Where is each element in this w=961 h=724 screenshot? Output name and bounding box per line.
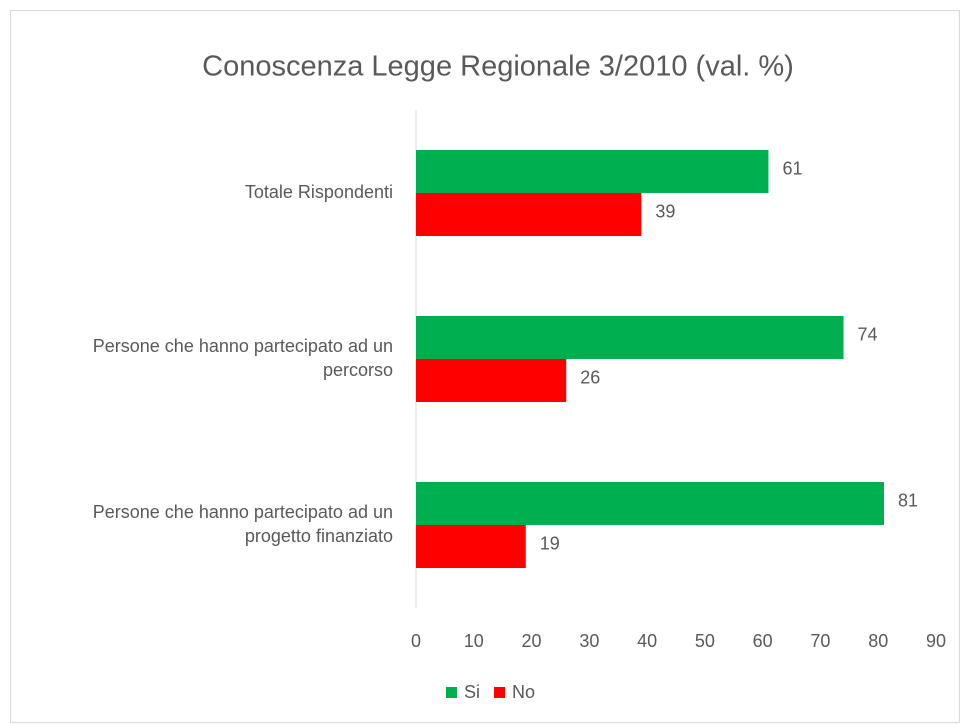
x-tick-label: 70 bbox=[810, 631, 830, 651]
data-label: 74 bbox=[858, 324, 878, 344]
x-tick-label: 60 bbox=[753, 631, 773, 651]
y-tick-label-line: Persone che hanno partecipato ad un bbox=[93, 336, 393, 356]
x-tick-label: 20 bbox=[522, 631, 542, 651]
y-tick-label-line: progetto finanziato bbox=[245, 526, 393, 546]
data-label: 81 bbox=[898, 490, 918, 510]
y-tick-label-line: Persone che hanno partecipato ad un bbox=[93, 502, 393, 522]
x-tick-label: 50 bbox=[695, 631, 715, 651]
data-label: 26 bbox=[580, 367, 600, 387]
legend-label: No bbox=[512, 682, 535, 702]
legend-swatch bbox=[494, 687, 506, 698]
bar bbox=[416, 525, 526, 568]
bar bbox=[416, 150, 769, 193]
data-label: 61 bbox=[782, 158, 802, 178]
x-tick-label: 0 bbox=[411, 631, 421, 651]
x-tick-label: 40 bbox=[637, 631, 657, 651]
chart-title: Conoscenza Legge Regionale 3/2010 (val. … bbox=[202, 51, 794, 83]
y-tick-label-line: percorso bbox=[323, 360, 393, 380]
bar bbox=[416, 359, 567, 402]
legend-label: Si bbox=[464, 682, 480, 702]
y-tick-label: Persone che hanno partecipato ad un perco… bbox=[93, 336, 393, 380]
bar bbox=[416, 482, 884, 525]
x-tick-label: 80 bbox=[868, 631, 888, 651]
x-tick-label: 30 bbox=[579, 631, 599, 651]
bar bbox=[416, 193, 642, 236]
data-label: 39 bbox=[655, 201, 675, 221]
x-tick-label: 10 bbox=[464, 631, 484, 651]
bar bbox=[416, 316, 844, 359]
legend-swatch bbox=[446, 687, 457, 698]
x-tick-label: 90 bbox=[926, 631, 946, 651]
data-label: 19 bbox=[540, 533, 560, 553]
y-tick-label: Totale Rispondenti bbox=[245, 182, 393, 202]
y-tick-label: Persone che hanno partecipato ad un proge… bbox=[93, 502, 393, 546]
